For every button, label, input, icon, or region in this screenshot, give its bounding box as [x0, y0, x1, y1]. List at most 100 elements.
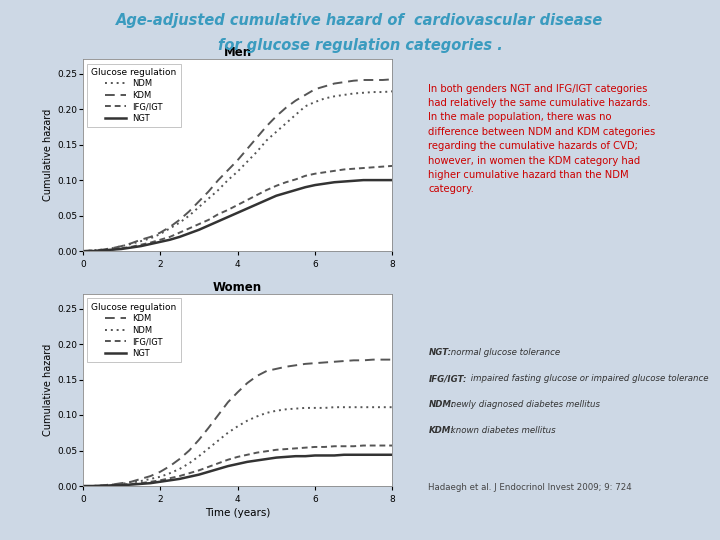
NDM [369, 89, 377, 95]
NGT [78, 248, 87, 254]
IFG/IGT [233, 202, 242, 208]
IFG/IGT [107, 482, 116, 489]
NGT [349, 178, 358, 184]
KDM [117, 243, 126, 249]
NDM [194, 453, 203, 460]
NDM [233, 423, 242, 430]
IFG/IGT [107, 246, 116, 253]
NGT [262, 456, 271, 462]
KDM [185, 208, 194, 214]
NDM [233, 168, 242, 175]
IFG/IGT [292, 445, 300, 451]
Title: Women: Women [213, 281, 262, 294]
KDM [233, 389, 242, 395]
KDM [175, 456, 184, 462]
NGT [349, 451, 358, 458]
KDM [292, 97, 300, 104]
NGT [204, 222, 213, 229]
Line: KDM: KDM [83, 360, 392, 486]
NDM [78, 483, 87, 489]
NDM [117, 243, 126, 249]
KDM [379, 77, 387, 83]
NGT [146, 480, 155, 487]
IFG/IGT [98, 482, 107, 489]
NGT [194, 227, 203, 233]
IFG/IGT [194, 467, 203, 474]
IFG/IGT [292, 176, 300, 183]
NDM [243, 417, 251, 424]
NDM [253, 148, 261, 155]
Line: NDM: NDM [83, 91, 392, 251]
KDM [369, 77, 377, 83]
IFG/IGT [262, 448, 271, 455]
Line: NDM: NDM [83, 407, 392, 486]
Text: NGT:: NGT: [428, 348, 451, 357]
NGT [388, 451, 397, 458]
NGT [224, 463, 233, 469]
IFG/IGT [146, 239, 155, 246]
KDM [330, 80, 338, 87]
KDM [137, 237, 145, 243]
NGT [175, 476, 184, 482]
KDM [107, 481, 116, 488]
IFG/IGT [166, 475, 174, 482]
NGT [233, 210, 242, 216]
KDM [156, 469, 164, 475]
IFG/IGT [388, 163, 397, 169]
NDM [156, 231, 164, 237]
IFG/IGT [117, 245, 126, 252]
NGT [78, 483, 87, 489]
Y-axis label: Cumulative hazard: Cumulative hazard [43, 344, 53, 436]
KDM [272, 366, 281, 372]
KDM [224, 399, 233, 406]
X-axis label: Time (years): Time (years) [205, 508, 270, 518]
NGT [292, 187, 300, 193]
IFG/IGT [224, 456, 233, 463]
Text: Hadaegh et al. J Endocrinol Invest 2009; 9: 724: Hadaegh et al. J Endocrinol Invest 2009;… [428, 483, 632, 492]
IFG/IGT [78, 248, 87, 254]
IFG/IGT [117, 481, 126, 488]
KDM [349, 357, 358, 363]
NGT [214, 465, 222, 472]
NGT [359, 177, 368, 184]
IFG/IGT [320, 169, 329, 176]
NDM [320, 95, 329, 102]
IFG/IGT [214, 460, 222, 467]
NGT [320, 452, 329, 458]
KDM [127, 478, 135, 485]
NDM [272, 408, 281, 414]
KDM [88, 483, 96, 489]
NDM [98, 482, 107, 489]
IFG/IGT [214, 211, 222, 218]
NGT [272, 192, 281, 199]
IFG/IGT [301, 444, 310, 451]
KDM [117, 480, 126, 487]
Text: NDM:: NDM: [428, 400, 455, 409]
KDM [98, 246, 107, 253]
NGT [137, 243, 145, 249]
NGT [369, 177, 377, 184]
NGT [175, 234, 184, 240]
NDM [214, 437, 222, 444]
NGT [253, 201, 261, 207]
IFG/IGT [388, 442, 397, 449]
NGT [107, 246, 116, 253]
Text: In both genders NGT and IFG/IGT categories
had relatively the same cumulative ha: In both genders NGT and IFG/IGT categori… [428, 84, 656, 194]
NDM [156, 474, 164, 480]
NDM [340, 404, 348, 410]
IFG/IGT [137, 241, 145, 248]
NDM [88, 483, 96, 489]
NGT [98, 483, 107, 489]
IFG/IGT [320, 444, 329, 450]
KDM [272, 113, 281, 119]
IFG/IGT [185, 470, 194, 476]
NDM [311, 99, 320, 105]
IFG/IGT [204, 217, 213, 223]
NDM [262, 410, 271, 416]
KDM [388, 76, 397, 83]
NGT [107, 482, 116, 489]
IFG/IGT [233, 454, 242, 460]
IFG/IGT [369, 164, 377, 171]
NGT [379, 177, 387, 184]
KDM [292, 362, 300, 368]
